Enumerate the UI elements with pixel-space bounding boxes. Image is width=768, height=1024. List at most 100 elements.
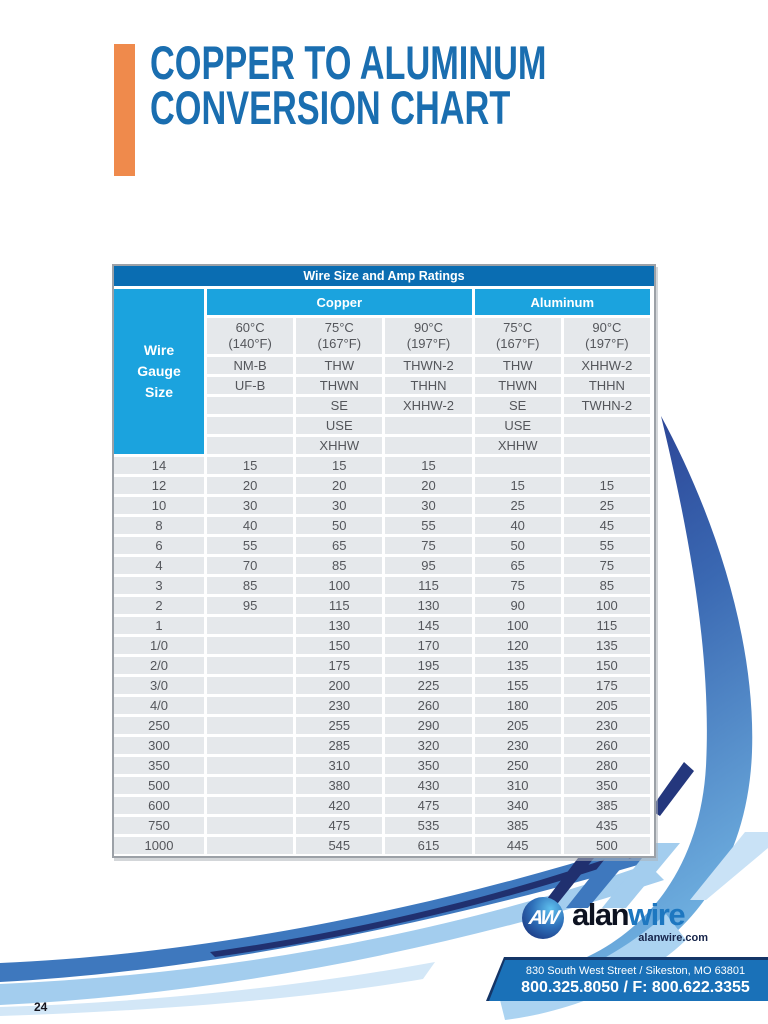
insulation-type-cell: THWN-2 <box>385 357 472 374</box>
insulation-type-cell: XHHW-2 <box>563 357 650 374</box>
amp-cell: 30 <box>296 497 383 514</box>
gauge-cell: 12 <box>114 477 204 494</box>
contact-banner-inner: 830 South West Street / Sikeston, MO 638… <box>489 960 768 1001</box>
amp-cell: 20 <box>385 477 472 494</box>
temp-header-cell: 90°C (197°F) <box>563 318 650 354</box>
gauge-cell: 8 <box>114 517 204 534</box>
gauge-cell: 4/0 <box>114 697 204 714</box>
amp-cell: 230 <box>474 737 561 754</box>
logo-website: alanwire.com <box>638 932 708 944</box>
amp-cell: 45 <box>563 517 650 534</box>
gauge-cell: 3/0 <box>114 677 204 694</box>
gauge-cell: 1 <box>114 617 204 634</box>
amp-cell <box>207 797 294 814</box>
amp-cell <box>207 657 294 674</box>
amp-cell: 385 <box>474 817 561 834</box>
amp-cell: 55 <box>563 537 650 554</box>
amp-cell: 65 <box>474 557 561 574</box>
amp-cell: 170 <box>385 637 472 654</box>
address-text: 830 South West Street / Sikeston, MO 638… <box>525 965 746 977</box>
page-title-line2: CONVERSION CHART <box>150 81 511 134</box>
insulation-type-cell <box>385 417 472 434</box>
amp-cell: 175 <box>563 677 650 694</box>
temp-header-cell: 90°C (197°F) <box>385 318 472 354</box>
amp-cell: 50 <box>474 537 561 554</box>
insulation-type-cell: UF-B <box>207 377 294 394</box>
amp-cell: 615 <box>385 837 472 854</box>
amp-cell: 445 <box>474 837 561 854</box>
insulation-type-cell <box>563 437 650 454</box>
amp-cell: 195 <box>385 657 472 674</box>
amp-cell: 65 <box>296 537 383 554</box>
gauge-cell: 750 <box>114 817 204 834</box>
amp-cell: 310 <box>474 777 561 794</box>
amp-cell: 150 <box>296 637 383 654</box>
temp-header-cell: 60°C (140°F) <box>207 318 294 354</box>
amp-cell <box>563 457 650 474</box>
amp-cell: 55 <box>207 537 294 554</box>
amp-cell: 290 <box>385 717 472 734</box>
amp-cell: 475 <box>296 817 383 834</box>
amp-cell: 115 <box>385 577 472 594</box>
amp-cell: 545 <box>296 837 383 854</box>
title-accent-bar <box>114 44 135 176</box>
amp-cell: 380 <box>296 777 383 794</box>
amp-cell: 255 <box>296 717 383 734</box>
amp-cell: 40 <box>474 517 561 534</box>
amp-cell: 95 <box>385 557 472 574</box>
amp-cell: 15 <box>385 457 472 474</box>
amp-cell: 115 <box>296 597 383 614</box>
amp-cell: 15 <box>474 477 561 494</box>
gauge-cell: 3 <box>114 577 204 594</box>
amp-cell: 285 <box>296 737 383 754</box>
amp-cell: 175 <box>296 657 383 674</box>
wire-size-amp-table: Wire Size and Amp Ratings Wire Gauge Size C… <box>112 264 656 858</box>
gauge-cell: 250 <box>114 717 204 734</box>
amp-cell: 180 <box>474 697 561 714</box>
amp-cell: 55 <box>385 517 472 534</box>
amp-cell: 420 <box>296 797 383 814</box>
amp-cell: 100 <box>296 577 383 594</box>
amp-cell <box>207 777 294 794</box>
amp-cell: 230 <box>296 697 383 714</box>
amp-cell: 205 <box>474 717 561 734</box>
insulation-type-cell: THWN <box>474 377 561 394</box>
insulation-type-cell: THW <box>474 357 561 374</box>
insulation-type-cell: SE <box>296 397 383 414</box>
amp-cell: 20 <box>207 477 294 494</box>
insulation-type-cell: THWN <box>296 377 383 394</box>
amp-cell: 225 <box>385 677 472 694</box>
amp-cell: 75 <box>385 537 472 554</box>
amp-cell <box>207 757 294 774</box>
amp-cell: 95 <box>207 597 294 614</box>
amp-cell <box>474 457 561 474</box>
insulation-type-cell: THW <box>296 357 383 374</box>
amp-cell: 340 <box>474 797 561 814</box>
insulation-type-cell <box>385 437 472 454</box>
insulation-type-cell <box>207 417 294 434</box>
insulation-type-cell: XHHW <box>474 437 561 454</box>
amp-cell: 20 <box>296 477 383 494</box>
amp-cell <box>207 697 294 714</box>
amp-cell: 205 <box>563 697 650 714</box>
amp-cell: 260 <box>563 737 650 754</box>
amp-cell: 85 <box>563 577 650 594</box>
amp-cell <box>207 817 294 834</box>
table-grid: Wire Gauge Size Copper Aluminum 60°C (140°F) 75… <box>114 289 650 854</box>
amp-cell: 115 <box>563 617 650 634</box>
gauge-cell: 300 <box>114 737 204 754</box>
amp-cell <box>207 617 294 634</box>
amp-cell: 230 <box>563 717 650 734</box>
amp-cell: 260 <box>385 697 472 714</box>
gauge-cell: 6 <box>114 537 204 554</box>
amp-cell: 280 <box>563 757 650 774</box>
gauge-cell: 2/0 <box>114 657 204 674</box>
amp-cell: 75 <box>563 557 650 574</box>
amp-cell: 135 <box>563 637 650 654</box>
insulation-type-cell <box>207 397 294 414</box>
gauge-cell: 10 <box>114 497 204 514</box>
amp-cell: 130 <box>385 597 472 614</box>
logo-wordmark: alanwire <box>572 899 686 930</box>
amp-cell: 350 <box>385 757 472 774</box>
